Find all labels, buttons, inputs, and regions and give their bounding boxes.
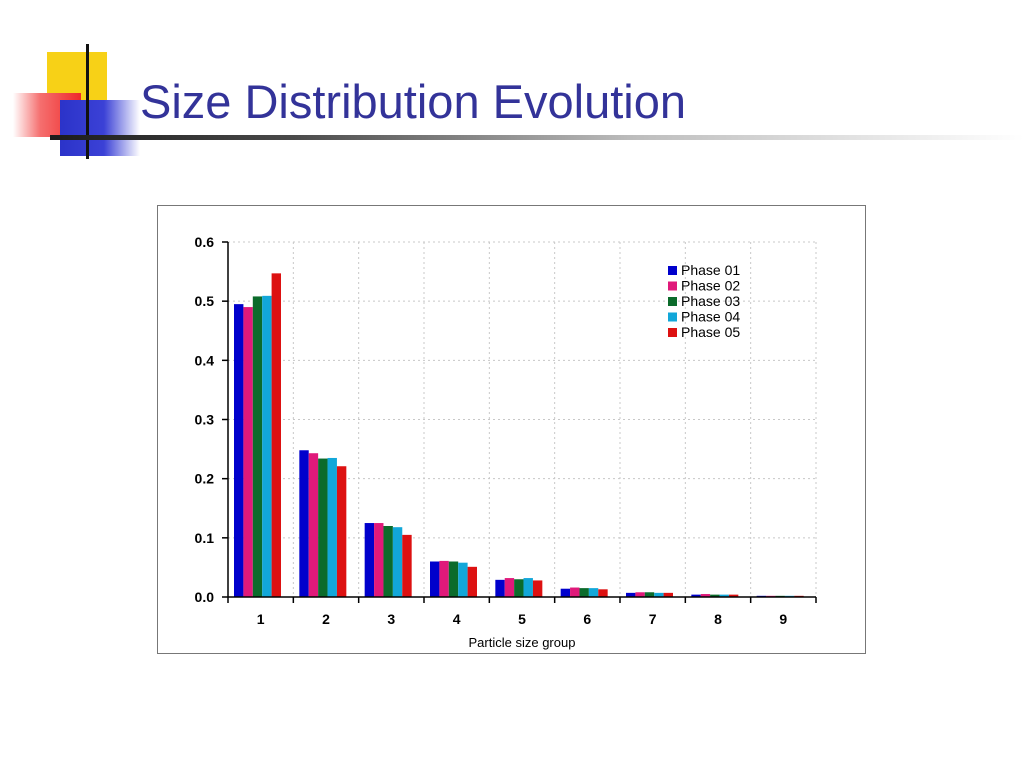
bar-phase-03	[318, 458, 328, 597]
bar-phase-04	[654, 592, 664, 597]
bar-phase-04	[458, 562, 468, 597]
bar-phase-03	[383, 526, 393, 597]
bar-phase-05	[728, 594, 739, 597]
x-tick-label: 3	[387, 611, 395, 627]
bar-phase-01	[364, 523, 375, 597]
legend-swatch	[668, 328, 677, 337]
legend-label: Phase 04	[681, 309, 740, 325]
bar-phase-04	[327, 457, 337, 597]
x-tick-label: 6	[583, 611, 591, 627]
bar-phase-04	[588, 588, 599, 597]
title-underline	[50, 135, 1024, 140]
bar-phase-01	[691, 594, 701, 597]
bar-phase-01	[560, 588, 571, 597]
bar-phase-03	[579, 588, 589, 597]
legend-swatch	[668, 266, 677, 275]
x-tick-label: 2	[322, 611, 330, 627]
bar-phase-04	[523, 578, 533, 597]
bar-phase-01	[626, 592, 636, 597]
bar-phase-01	[430, 561, 440, 597]
bar-phase-04	[262, 295, 272, 597]
x-tick-label: 8	[714, 611, 722, 627]
y-tick-label: 0.2	[195, 471, 215, 487]
legend-label: Phase 05	[681, 324, 740, 340]
bar-phase-02	[374, 523, 384, 597]
bar-phase-05	[402, 534, 412, 597]
legend-swatch	[668, 312, 677, 322]
bar-phase-05	[598, 589, 608, 597]
bar-phase-05	[467, 566, 477, 597]
legend-label: Phase 01	[681, 262, 740, 278]
bar-phase-05	[663, 592, 673, 597]
y-tick-label: 0.6	[195, 234, 215, 250]
bar-phase-02	[243, 307, 253, 597]
x-tick-label: 7	[649, 611, 657, 627]
legend-swatch	[668, 281, 677, 291]
decor-vertical-line	[86, 44, 89, 159]
x-tick-label: 9	[779, 611, 787, 627]
bar-phase-03	[252, 296, 263, 597]
bar-phase-05	[532, 580, 543, 597]
y-tick-label: 0.4	[195, 352, 215, 368]
bar-phase-02	[308, 453, 319, 597]
bar-phase-01	[234, 304, 244, 597]
bar-phase-02	[570, 587, 580, 597]
bar-phase-04	[392, 527, 403, 597]
x-tick-label: 5	[518, 611, 526, 627]
bar-phase-03	[644, 592, 655, 597]
bar-phase-01	[495, 579, 505, 597]
y-tick-label: 0.0	[195, 589, 215, 605]
y-tick-label: 0.5	[195, 293, 215, 309]
bar-phase-02	[700, 594, 711, 597]
bar-phase-05	[271, 273, 281, 597]
legend-swatch	[668, 297, 677, 306]
y-tick-label: 0.1	[195, 530, 215, 546]
decor-blue-square	[60, 100, 140, 156]
bar-phase-04	[719, 594, 729, 597]
y-tick-label: 0.3	[195, 412, 215, 428]
bar-phase-02	[635, 592, 645, 597]
bar-phase-03	[514, 579, 524, 597]
bar-chart: 0.0 0.1 0.2 0.3 0.4 0.5 0.6 1 2 3 4 5 6 7 8 9 Particle s…	[195, 234, 817, 650]
bar-phase-02	[439, 560, 449, 597]
x-tick-label: 1	[257, 611, 265, 627]
bar-phase-02	[504, 578, 515, 597]
bar-phase-03	[448, 561, 459, 597]
bar-phase-03	[710, 594, 720, 597]
bar-phase-01	[299, 450, 309, 597]
slide-title: Size Distribution Evolution	[140, 75, 686, 128]
bar-phase-05	[336, 466, 347, 597]
x-tick-label: 4	[453, 611, 461, 627]
legend-label: Phase 02	[681, 278, 740, 294]
x-axis-title: Particle size group	[469, 635, 576, 650]
legend-label: Phase 03	[681, 293, 740, 309]
